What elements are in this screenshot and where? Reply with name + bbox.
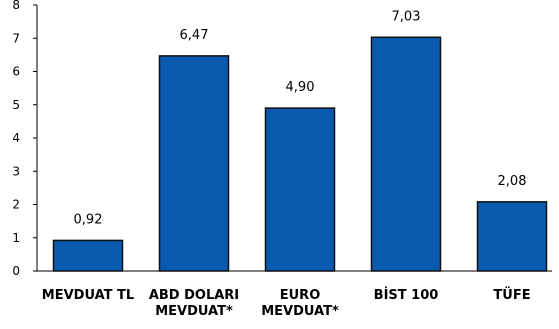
y-tick-label: 3 (12, 164, 20, 178)
data-label: 4,90 (286, 80, 315, 95)
y-tick-label: 1 (12, 231, 20, 245)
y-tick-label: 6 (12, 65, 20, 79)
data-label: 0,92 (74, 212, 103, 227)
y-tick-label: 0 (12, 264, 20, 278)
bar (476, 201, 548, 272)
bar (264, 107, 336, 272)
y-tick-label: 8 (12, 0, 20, 12)
bar (52, 239, 124, 272)
bar (370, 36, 442, 272)
y-tick-label: 4 (12, 131, 20, 145)
y-tick-label: 7 (12, 31, 20, 45)
x-tick-label: MEVDUAT TL (42, 288, 134, 303)
category-labels: MEVDUAT TL ABD DOLARI MEVDUAT* EURO MEVDUAT*… (42, 287, 531, 319)
y-tick-label: 2 (12, 198, 20, 212)
y-axis-ticks: 0 1 2 3 4 5 6 7 8 (12, 0, 37, 278)
x-tick-label: BİST 100 (374, 287, 439, 303)
data-label: 2,08 (498, 174, 527, 189)
value-labels: 0,92 6,47 4,90 7,03 2,08 (74, 9, 527, 227)
x-tick-label: EURO MEVDUAT* (261, 288, 339, 319)
bars (52, 36, 548, 272)
x-tick-label: TÜFE (493, 287, 530, 303)
x-tick-label: ABD DOLARI MEVDUAT* (149, 288, 239, 319)
bar (158, 55, 230, 272)
data-label: 6,47 (180, 28, 209, 43)
y-tick-label: 5 (12, 98, 20, 112)
data-label: 7,03 (392, 9, 421, 24)
